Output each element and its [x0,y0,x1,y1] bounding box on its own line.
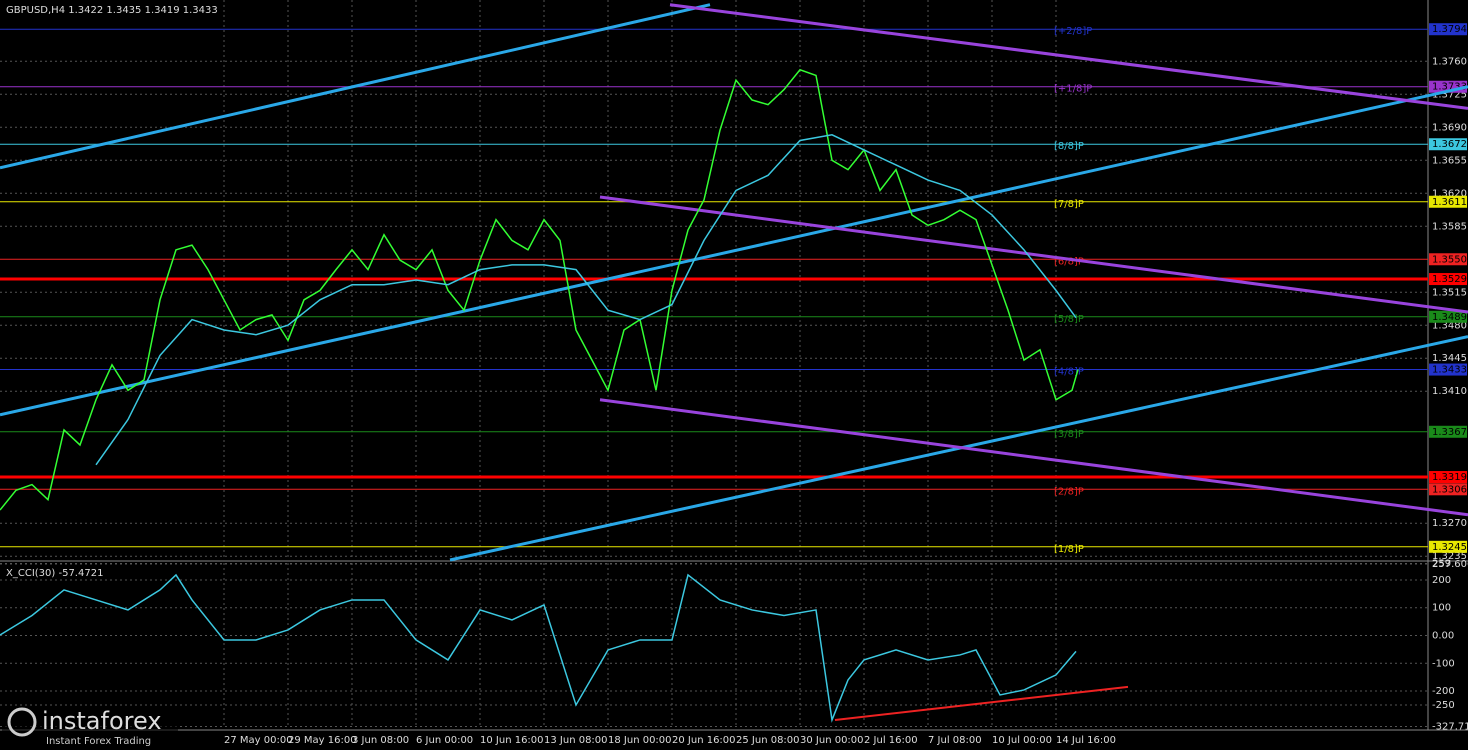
y-tick-label: 1.3235 [1432,551,1467,562]
x-tick-label: 30 Jun 00:00 [800,735,864,746]
y-tick-label: -250 [1432,700,1455,711]
y-tick-label: 0.00 [1432,631,1454,642]
level-label: 1.3529 [1432,274,1467,285]
level-tag: [8/8]P [1054,141,1084,152]
y-tick-label: 259 [1432,559,1451,570]
x-tick-label: 10 Jun 16:00 [480,735,544,746]
trend-line [599,195,1468,314]
level-label: 1.3733 [1432,82,1467,93]
y-tick-label: 1.3480 [1432,320,1467,331]
series-line [0,573,1077,723]
level-tag: [3/8]P [1054,429,1084,440]
level-label: 1.3245 [1432,542,1467,553]
trend-line [669,3,1468,110]
logo-icon [7,707,37,737]
level-tag: [+1/8]P [1054,84,1092,95]
x-tick-label: 20 Jun 16:00 [672,735,736,746]
level-box [1429,540,1467,553]
level-box [1429,195,1467,208]
x-tick-label: 13 Jun 08:00 [544,735,608,746]
y-tick-label: 1.3585 [1432,221,1467,232]
level-label: 1.3489 [1432,312,1467,323]
x-tick-label: 3 Jun 08:00 [352,735,409,746]
x-tick-label: 27 May 00:00 [224,735,293,746]
x-tick-label: 29 May 16:00 [288,735,357,746]
level-tag: [2/8]P [1054,486,1084,497]
x-tick-label: 6 Jun 00:00 [416,735,473,746]
y-tick-label: 1.3515 [1432,287,1467,298]
brand: instaforex [42,707,162,735]
series-line [95,134,1077,466]
y-tick-label: -200 [1432,686,1455,697]
level-box [1429,483,1467,496]
y-tick-label: 1.3445 [1432,353,1467,364]
level-label: 1.3319 [1432,472,1467,483]
level-box [1429,23,1467,36]
level-label: 1.3306 [1432,484,1467,495]
trend-line [599,398,1468,517]
y-tick-label: -100 [1432,658,1455,669]
trend-line [0,3,711,170]
x-tick-label: 2 Jul 16:00 [864,735,918,746]
level-label: 1.3794 [1432,24,1467,35]
level-label: 1.3433 [1432,365,1467,376]
level-tag: [5/8]P [1054,314,1084,325]
level-label: 1.3367 [1432,427,1467,438]
y-tick-label: -327.719 [1432,722,1468,733]
y-tick-label: 200 [1432,575,1451,586]
x-tick-label: 10 Jul 00:00 [992,735,1052,746]
level-box [1429,273,1467,286]
x-tick-label: 7 Jul 08:00 [928,735,982,746]
level-box [1429,363,1467,376]
y-tick-label: 1.3725 [1432,89,1467,100]
level-box [1429,471,1467,484]
series-line [0,68,1079,511]
y-tick-label: 1.3270 [1432,518,1467,529]
trend-line [0,85,1468,417]
y-tick-label: 1.3760 [1432,56,1467,67]
x-tick-label: 18 Jun 00:00 [608,735,672,746]
level-box [1429,425,1467,438]
level-tag: [4/8]P [1054,367,1084,378]
y-tick-label: 1.3690 [1432,122,1467,133]
y-tick-label: 1.3655 [1432,155,1467,166]
panel-title: X_CCI(30) -57.4721 [6,568,103,579]
slogan: Instant Forex Trading [46,736,151,747]
level-box [1429,253,1467,266]
y-tick-label: 1.3410 [1432,386,1467,397]
trend-line [834,685,1129,721]
level-tag: [6/8]P [1054,256,1084,267]
panel-title: GBPUSD,H4 1.3422 1.3435 1.3419 1.3433 [6,5,218,16]
level-label: 1.3672 [1432,139,1467,150]
x-tick-label: 25 Jun 08:00 [736,735,800,746]
level-box [1429,310,1467,323]
level-label: 1.3550 [1432,254,1467,265]
level-tag: [1/8]P [1054,544,1084,555]
level-tag: [7/8]P [1054,199,1084,210]
y-tick-label: 1.3620 [1432,188,1467,199]
level-box [1429,138,1467,151]
y-tick-label: 100 [1432,603,1451,614]
level-tag: [+2/8]P [1054,26,1092,37]
level-label: 1.3611 [1432,197,1467,208]
y-tick-label: 257.6065 [1432,559,1468,570]
x-tick-label: 14 Jul 16:00 [1056,735,1116,746]
watermark: instaforex Instant Forex Trading [2,706,178,748]
